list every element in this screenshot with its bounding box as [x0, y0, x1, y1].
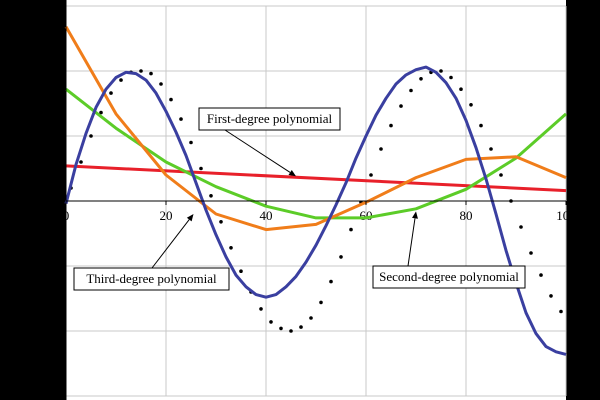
data-point [559, 309, 563, 314]
annotation-arrow-head [412, 211, 418, 219]
x-tick-label: 80 [460, 208, 473, 223]
first-degree-series [65, 164, 567, 193]
data-point [489, 147, 493, 151]
x-tick-label: 20 [160, 208, 173, 223]
data-point [199, 166, 203, 171]
data-point [449, 75, 453, 80]
data-point [119, 78, 123, 82]
annotation-arrow-line [407, 218, 416, 267]
data-point [549, 294, 553, 298]
annotation-box [73, 267, 230, 291]
data-point [379, 147, 383, 151]
data-point [209, 194, 213, 198]
data-point [499, 173, 503, 177]
high-degree-series [64, 65, 567, 356]
y-tick-label: −1 [10, 323, 24, 338]
data-point [269, 320, 273, 324]
data-point [189, 140, 193, 145]
data-point [349, 227, 353, 232]
data-point [99, 110, 103, 115]
y-tick-label: −1.5 [0, 388, 24, 400]
data-point [339, 255, 343, 259]
data-point [439, 69, 443, 73]
data-point [319, 300, 323, 305]
data-point [329, 279, 333, 284]
data-point [149, 71, 153, 76]
third-degree-series [64, 26, 567, 232]
series-layer [64, 26, 567, 356]
data-point [219, 220, 223, 224]
data-point [239, 269, 243, 274]
data-point [79, 160, 83, 164]
data-point [529, 251, 533, 255]
annotation-third-degree: Third-degree polynomial [73, 214, 230, 291]
data-point [179, 117, 183, 121]
data-point [519, 225, 523, 229]
y-axis-tick-labels: −1.5 −1 −0.5 0 0.5 1 1.5 [0, 0, 24, 400]
annotation-box [372, 265, 526, 289]
x-tick-label: 40 [260, 208, 273, 223]
y-tick-label: 1.5 [8, 0, 24, 13]
data-point [399, 104, 403, 108]
data-point [389, 123, 393, 128]
data-point [89, 134, 93, 138]
annotation-box [198, 107, 341, 131]
data-point [419, 77, 423, 81]
annotation-first-degree: First-degree polynomial [198, 107, 341, 177]
data-point [229, 246, 233, 250]
data-point [459, 87, 463, 91]
annotation-arrow-line [151, 219, 190, 269]
data-point [139, 69, 143, 73]
second-degree-series [65, 88, 567, 220]
y-tick-label: −0.5 [0, 258, 24, 273]
data-point [309, 316, 313, 320]
data-point [299, 325, 303, 329]
data-point [259, 307, 263, 311]
data-point [279, 326, 283, 331]
annotation-arrow-head [288, 169, 296, 177]
annotation-second-degree: Second-degree polynomial [372, 211, 526, 289]
data-point [169, 97, 173, 102]
y-tick-label: 0 [18, 193, 25, 208]
annotation-label: First-degree polynomial [207, 111, 333, 126]
x-tick-label: 100 [556, 208, 576, 223]
data-point [159, 82, 163, 86]
data-point [109, 91, 113, 95]
data-point [479, 123, 483, 128]
data-point [289, 329, 293, 333]
annotation-arrow-line [224, 129, 291, 173]
y-tick-label: 1 [18, 63, 25, 78]
plot-background [66, 0, 566, 400]
data-point [369, 173, 373, 177]
annotations-layer: First-degree polynomial Third-degree poly… [73, 107, 526, 291]
y-tick-label: 0.5 [8, 128, 24, 143]
data-point [539, 273, 543, 277]
annotation-label: Third-degree polynomial [86, 271, 217, 286]
annotation-label: Second-degree polynomial [379, 269, 519, 284]
annotation-arrow-head [186, 214, 194, 222]
x-tick-label: 60 [360, 208, 373, 223]
axes [65, 0, 567, 400]
data-point [469, 103, 473, 107]
data-point [409, 88, 413, 93]
